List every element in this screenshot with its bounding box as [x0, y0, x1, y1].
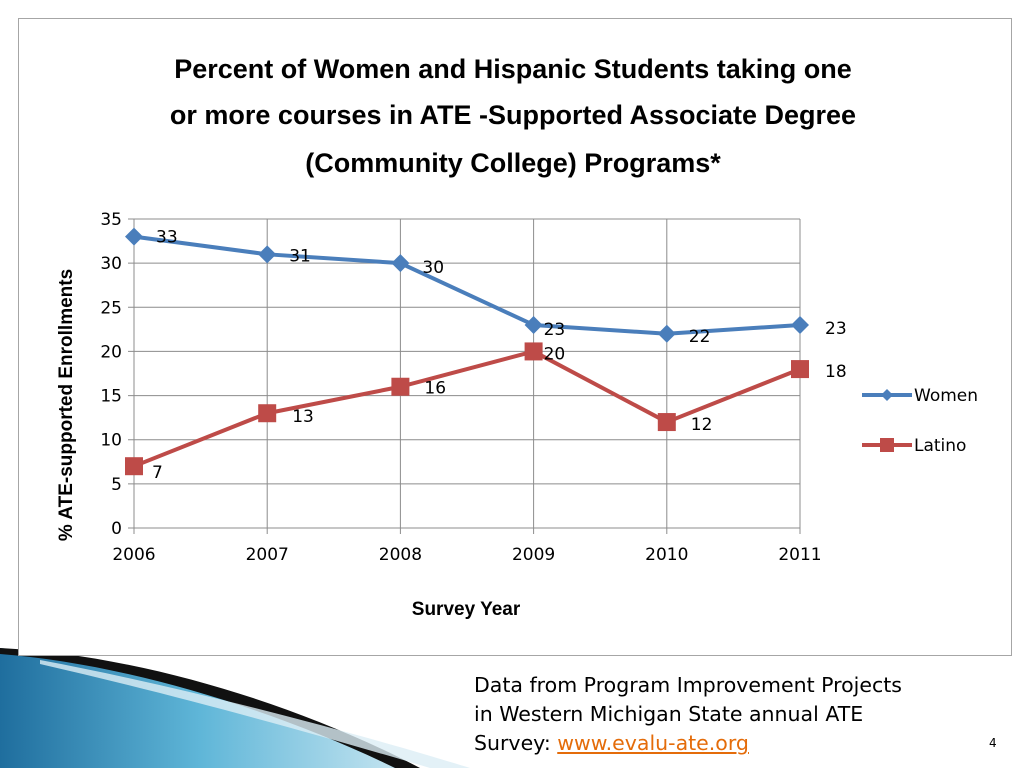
point-women-2008	[391, 254, 410, 273]
data-label-latino-2006: 7	[152, 463, 163, 483]
series-line-women	[133, 234, 801, 336]
x-tick-label-2009: 2009	[512, 545, 555, 565]
y-tick-label-0: 0	[111, 519, 122, 539]
legend-label-latino: Latino	[914, 436, 966, 456]
series-line-latino	[133, 349, 801, 469]
data-label-women-2008: 30	[422, 258, 444, 278]
x-tick-label-2011: 2011	[778, 545, 821, 565]
point-latino-2009	[524, 342, 543, 361]
axis-ticks: 0 5 10 15 20 25 30 35 2006 2007 2008 2009 2010 2011	[100, 210, 821, 565]
legend: Women Latino	[862, 386, 978, 456]
point-women-2007	[258, 245, 277, 264]
point-women-2006	[125, 227, 143, 246]
series-layer: 33 31 30 23 22 23 7 13 16 20 12 18	[125, 227, 847, 483]
point-latino-2010	[657, 413, 676, 432]
data-label-women-2010: 22	[689, 327, 711, 347]
data-label-latino-2008: 16	[424, 379, 446, 399]
source-link[interactable]: www.evalu-ate.org	[557, 731, 749, 755]
y-tick-label-25: 25	[100, 298, 122, 318]
chart-title-line-1: Percent of Women and Hispanic Students t…	[174, 54, 852, 84]
source-line-1: Data from Program Improvement Projects	[474, 673, 902, 697]
x-tick-label-2007: 2007	[246, 545, 289, 565]
point-latino-2011	[791, 360, 809, 379]
chart-frame: Percent of Women and Hispanic Students t…	[18, 18, 1012, 656]
point-women-2010	[657, 324, 676, 343]
data-label-women-2011: 23	[825, 319, 847, 339]
data-label-latino-2009: 20	[544, 344, 566, 364]
x-tick-label-2008: 2008	[379, 545, 422, 565]
chart-title-line-2: or more courses in ATE -Supported Associ…	[170, 100, 856, 130]
y-tick-label-20: 20	[100, 342, 122, 362]
source-note: Data from Program Improvement Projects i…	[474, 671, 1004, 758]
point-women-2011	[791, 315, 809, 334]
y-tick-label-30: 30	[100, 254, 122, 274]
point-latino-2008	[391, 377, 410, 396]
point-latino-2007	[258, 404, 277, 423]
data-label-women-2006: 33	[156, 228, 178, 248]
point-latino-2006	[125, 457, 143, 476]
data-label-latino-2007: 13	[292, 407, 314, 427]
y-tick-label-10: 10	[100, 431, 122, 451]
source-prefix: Survey:	[474, 731, 558, 755]
legend-label-women: Women	[914, 386, 978, 406]
line-chart: Percent of Women and Hispanic Students t…	[56, 54, 978, 620]
data-label-women-2009: 23	[544, 320, 566, 340]
legend-marker-women	[881, 389, 893, 401]
y-tick-label-5: 5	[111, 475, 122, 495]
data-label-latino-2010: 12	[691, 415, 713, 435]
page-number: 4	[989, 736, 997, 750]
y-tick-label-15: 15	[100, 387, 122, 407]
source-line-2: in Western Michigan State annual ATE	[474, 702, 864, 726]
legend-marker-latino	[880, 438, 894, 452]
point-women-2009	[524, 315, 543, 334]
data-label-latino-2011: 18	[825, 362, 847, 382]
y-axis-title: % ATE-supported Enrollments	[56, 269, 77, 541]
chart-title-line-3: (Community College) Programs*	[305, 148, 721, 178]
x-tick-label-2010: 2010	[645, 545, 688, 565]
chart-title: Percent of Women and Hispanic Students t…	[170, 54, 856, 178]
source-line-3: Survey: www.evalu-ate.org	[474, 729, 1004, 758]
grid	[128, 218, 801, 534]
x-tick-label-2006: 2006	[112, 545, 155, 565]
y-tick-label-35: 35	[100, 210, 122, 230]
x-axis-title: Survey Year	[412, 599, 521, 620]
data-label-women-2007: 31	[289, 246, 311, 266]
